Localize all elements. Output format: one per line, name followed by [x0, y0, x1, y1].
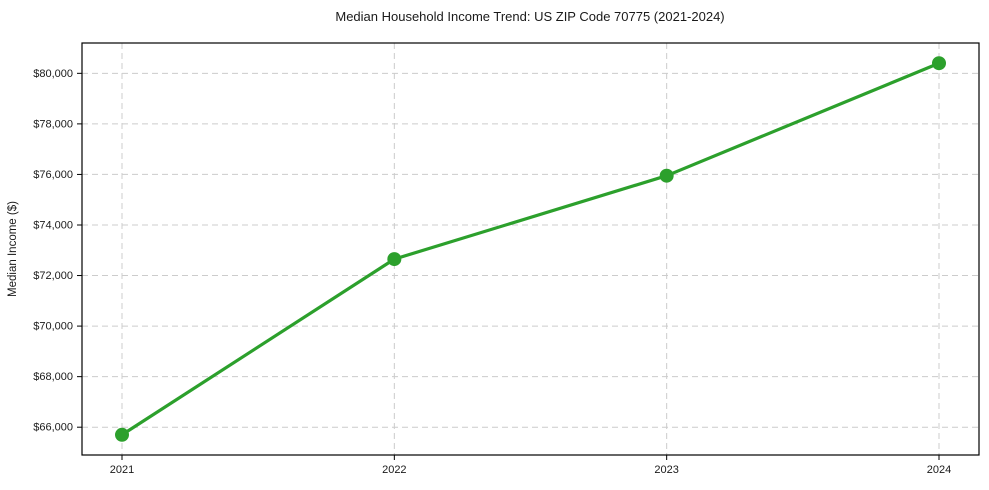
y-tick-label: $80,000 — [33, 68, 73, 80]
trend-line — [120, 61, 941, 437]
data-point-2021 — [115, 427, 129, 442]
x-tick-label: 2021 — [110, 464, 134, 476]
gridlines — [82, 43, 979, 455]
y-tick-label: $70,000 — [33, 321, 73, 333]
data-point-2024 — [932, 56, 946, 71]
chart-title: Median Household Income Trend: US ZIP Co… — [335, 9, 724, 24]
data-point-2023 — [659, 168, 674, 183]
y-tick-label: $74,000 — [33, 219, 73, 231]
y-tick-label: $72,000 — [33, 270, 73, 282]
y-tick-label: $66,000 — [33, 422, 73, 434]
tick-labels: $66,000 $68,000 $70,000 $72,000 $74,000 $76,0… — [33, 68, 951, 476]
plot-border — [81, 42, 980, 456]
data-series — [115, 56, 946, 442]
x-tick-label: 2023 — [654, 464, 678, 476]
data-point-2022 — [387, 252, 402, 267]
y-tick-label: $76,000 — [33, 169, 73, 181]
x-tick-label: 2022 — [382, 464, 406, 476]
x-tick-label: 2024 — [927, 464, 951, 476]
axis-ticks — [77, 72, 940, 460]
y-axis-label: Median Income ($) — [7, 201, 19, 297]
y-tick-label: $68,000 — [33, 371, 73, 383]
y-tick-label: $78,000 — [33, 118, 73, 130]
